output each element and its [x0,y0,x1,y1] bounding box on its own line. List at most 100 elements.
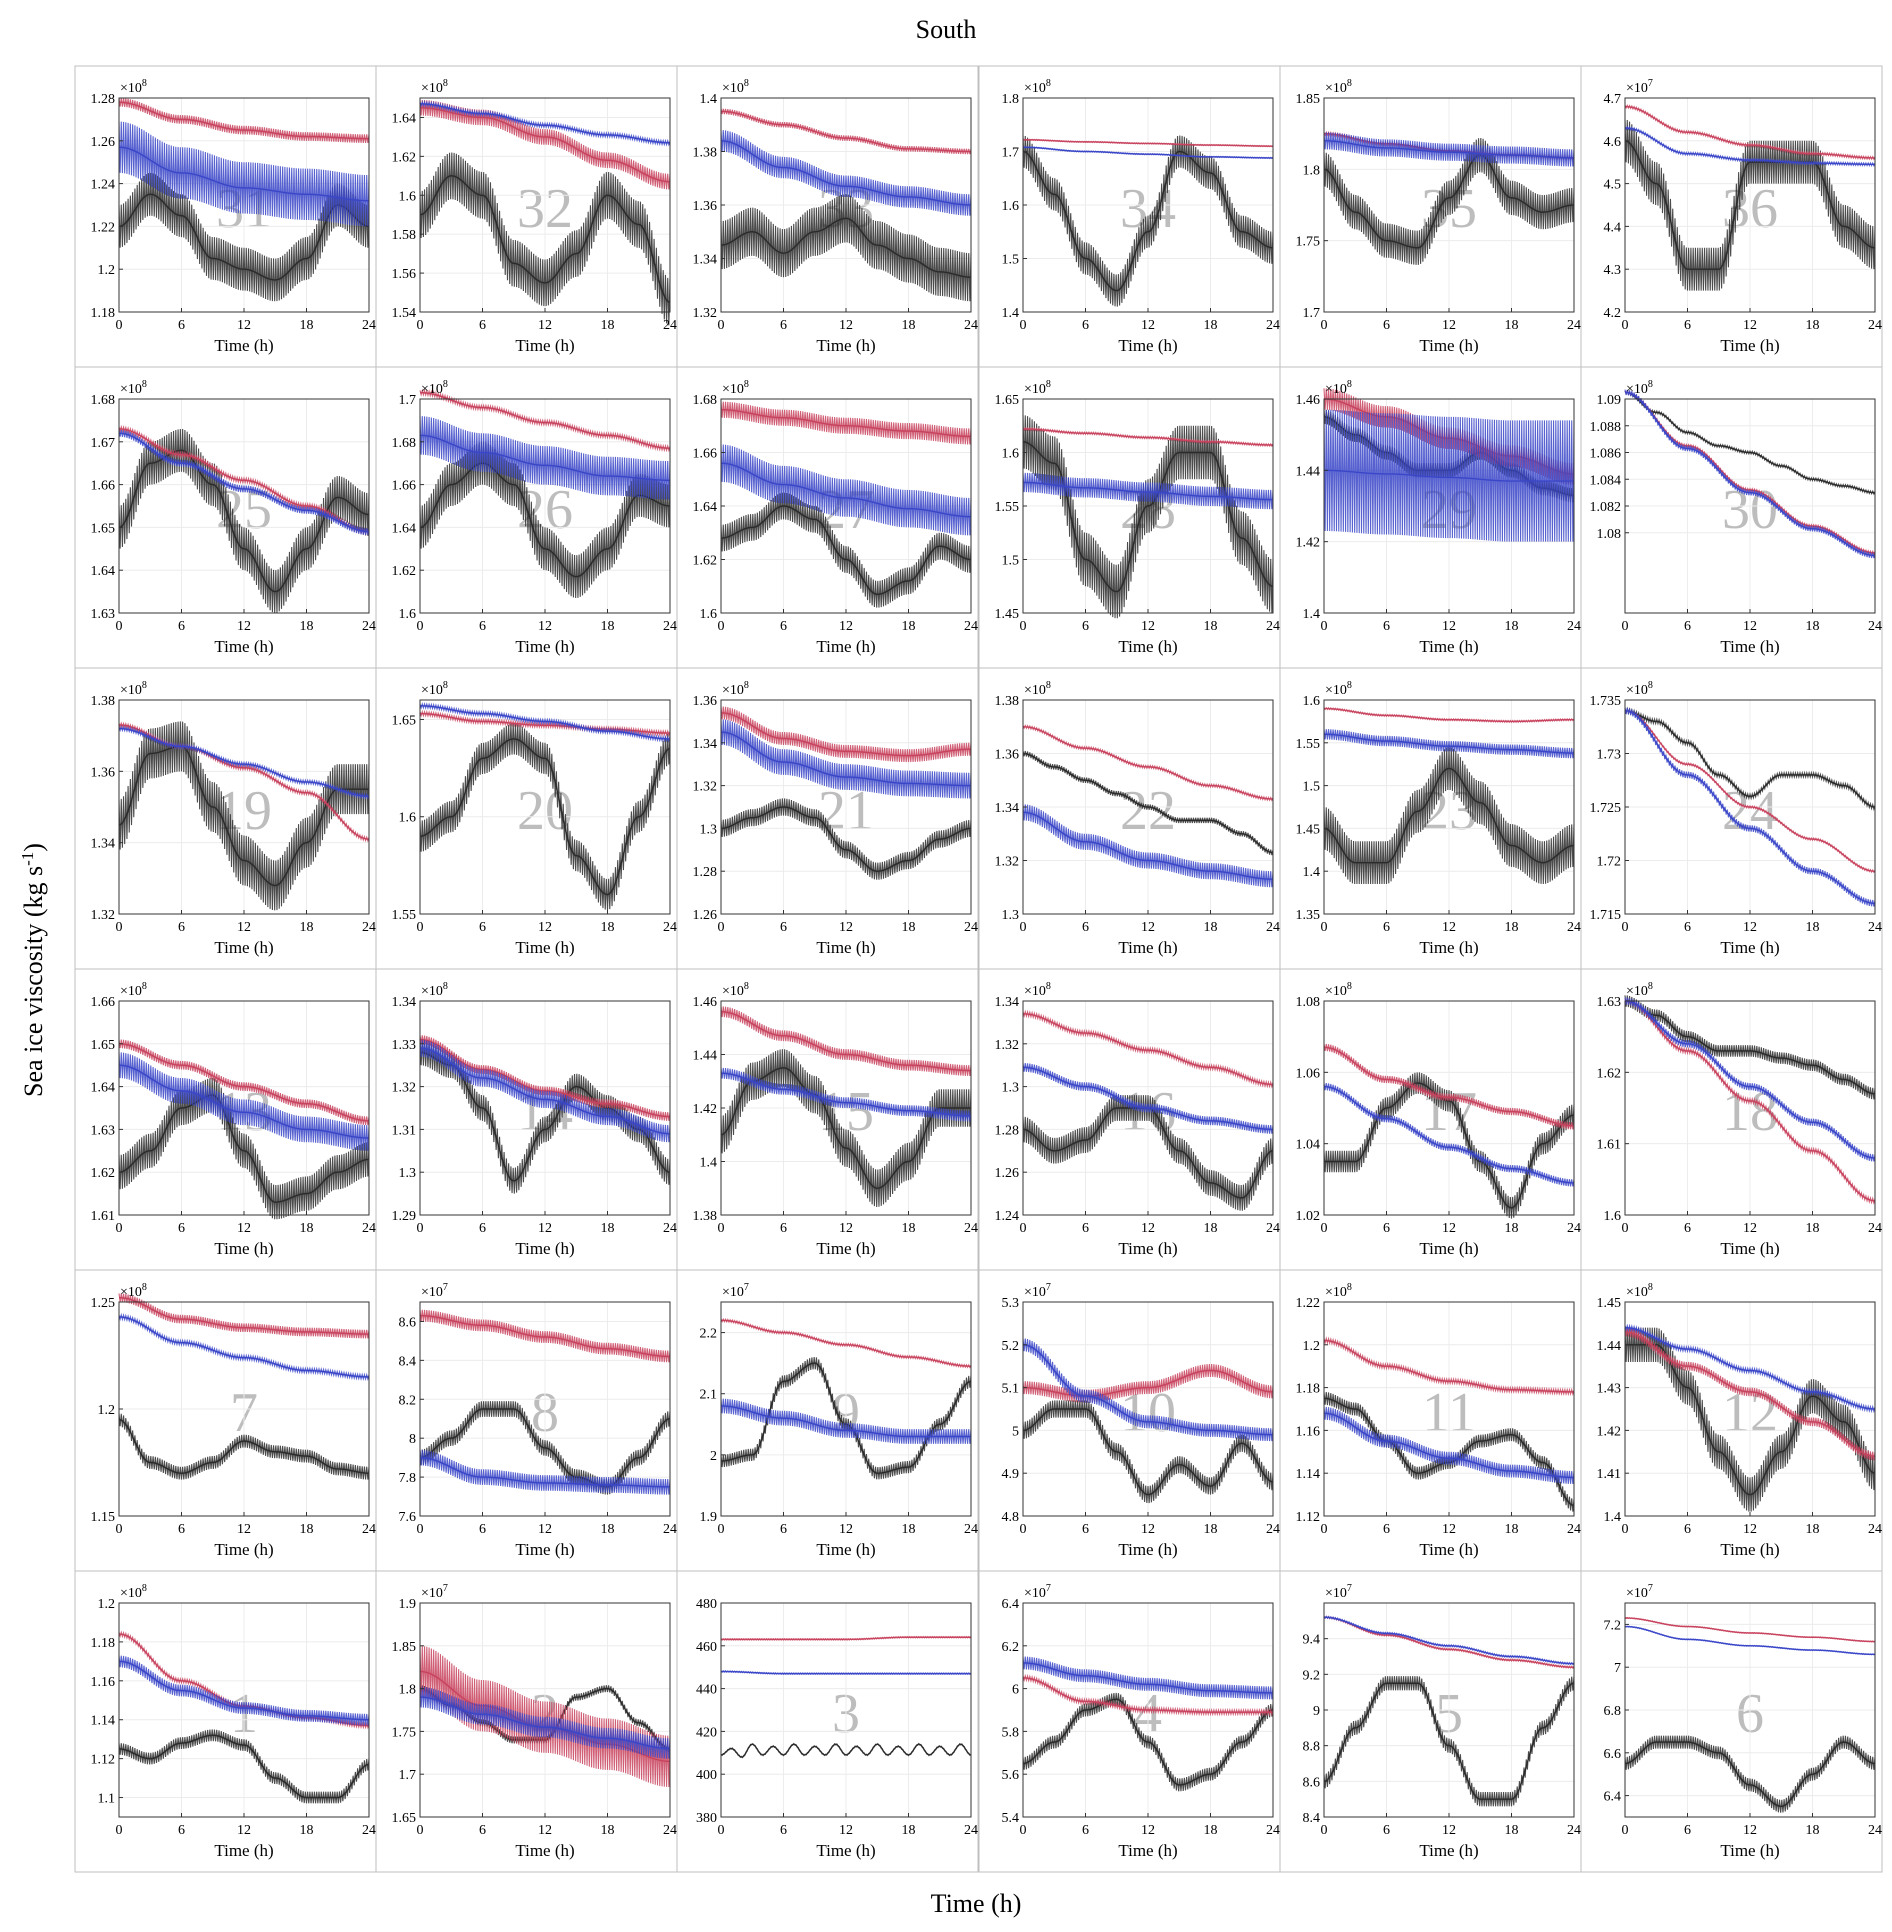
series-blue-line [1323,1616,1574,1665]
y-tick-label: 4.6 [1604,135,1622,150]
series-red-band [720,706,972,763]
y-tick-label: 1.22 [91,220,116,235]
series-black-line [720,1067,971,1189]
x-tick-label: 18 [1505,619,1519,634]
series-blue-band [118,121,370,227]
y-tick-label: 1.63 [1597,995,1622,1010]
series-black-line [1022,752,1274,854]
x-tick-label: 0 [1321,1823,1328,1838]
series-red-line [118,1043,370,1122]
y-tick-label: 1.64 [392,521,417,536]
x-tick-label: 18 [1204,1221,1218,1236]
series-black-line [1624,140,1876,270]
x-tick-label: 18 [1505,318,1519,333]
x-tick-label: 18 [300,619,314,634]
series-blue-band [419,416,671,500]
series-blue-band [1022,1338,1274,1442]
series-blue-line [420,705,671,740]
y-tick-label: 1.42 [1597,1424,1622,1439]
series-black-band [720,194,972,302]
y-tick-label: 1.2 [98,263,116,278]
y-tick-label: 1.36 [91,765,116,780]
y-tick-label: 1.1 [98,1792,116,1807]
y-tick-label: 1.32 [693,780,718,795]
y-tick-label: 1.26 [693,908,718,923]
y-tick-label: 8.8 [1303,1740,1321,1755]
x-tick-label: 0 [1020,1221,1027,1236]
series-blue-band [720,1067,972,1122]
y-tick-label: 1.7 [399,393,417,408]
panel-12: 120 6 12 18 241.41.411.421.431.441.45×108Tim… [1580,1269,1883,1572]
x-tick-label: 6 [1684,318,1691,333]
series-blue-band [1022,1656,1274,1700]
y-tick-label: 1.725 [1590,801,1622,816]
y-tick-label: 1.62 [1597,1066,1622,1081]
y-tick-label: 1.34 [995,995,1020,1010]
y-tick-label: 1.082 [1590,500,1622,515]
x-axis-label: Time (h) [515,1540,574,1559]
x-axis-label: Time (h) [1118,1841,1177,1860]
y-tick-label: 1.18 [91,306,116,321]
x-tick-label: 6 [1082,1522,1089,1537]
x-tick-label: 18 [601,1221,615,1236]
x-axis-label: Time (h) [214,1540,273,1559]
y-tick-label: 1.65 [392,1811,417,1826]
x-tick-label: 24 [1567,1221,1581,1236]
x-axis-label: Time (h) [1118,1540,1177,1559]
x-tick-label: 12 [1743,1522,1757,1537]
series-blue-band [1323,1082,1575,1187]
x-tick-label: 6 [479,1823,486,1838]
series-black-band [419,152,671,326]
x-axis-label: Time (h) [1419,1841,1478,1860]
y-tick-label: 1.25 [91,1296,116,1311]
series-red-band [118,97,370,144]
x-tick-label: 12 [1141,920,1155,935]
y-tick-label: 1.46 [693,995,718,1010]
x-axis-label: Time (h) [1118,938,1177,957]
series-black-line [1624,1741,1876,1807]
y-tick-label: 1.55 [392,908,417,923]
y-tick-label: 1.31 [392,1123,417,1138]
series-blue-line [1023,481,1273,501]
series-black-band [1323,1676,1575,1807]
x-tick-label: 18 [300,1823,314,1838]
y-tick-label: 1.64 [392,111,417,126]
x-tick-label: 24 [1266,1823,1280,1838]
series-red-line [1624,710,1876,872]
x-tick-label: 12 [1141,619,1155,634]
x-axis-label: Time (h) [1118,637,1177,656]
y-tick-label: 1.6 [700,607,718,622]
y-exponent-label: ×108 [722,680,749,698]
x-tick-label: 6 [178,1522,185,1537]
y-tick-label: 1.45 [1296,822,1321,837]
series-black-line [1323,767,1575,864]
y-tick-label: 1.8 [399,1683,417,1698]
y-tick-label: 1.62 [693,554,718,569]
y-exponent-label: ×108 [120,1282,147,1300]
x-tick-label: 12 [237,1221,251,1236]
x-axis-label: Time (h) [1720,938,1779,957]
x-tick-label: 6 [1684,920,1691,935]
series-blue-line [1022,1662,1273,1694]
y-exponent-label: ×108 [421,680,448,698]
y-tick-label: 1.66 [693,447,718,462]
x-axis-label: Time (h) [214,1239,273,1258]
x-tick-label: 12 [237,1522,251,1537]
y-tick-label: 5.2 [1002,1339,1020,1354]
y-exponent-label: ×108 [1024,78,1051,96]
y-exponent-label: ×108 [1325,379,1352,397]
y-tick-label: 4.9 [1002,1467,1020,1482]
x-axis-label: Time (h) [816,1841,875,1860]
series-red-band [118,1039,370,1126]
series-blue-band [720,719,972,799]
y-exponent-label: ×108 [1325,1282,1352,1300]
panel-31: 310 6 12 18 241.181.21.221.241.261.28×108Tim… [74,65,377,368]
x-tick-label: 18 [300,1522,314,1537]
x-tick-label: 18 [902,619,916,634]
series-blue-line [1624,127,1875,166]
